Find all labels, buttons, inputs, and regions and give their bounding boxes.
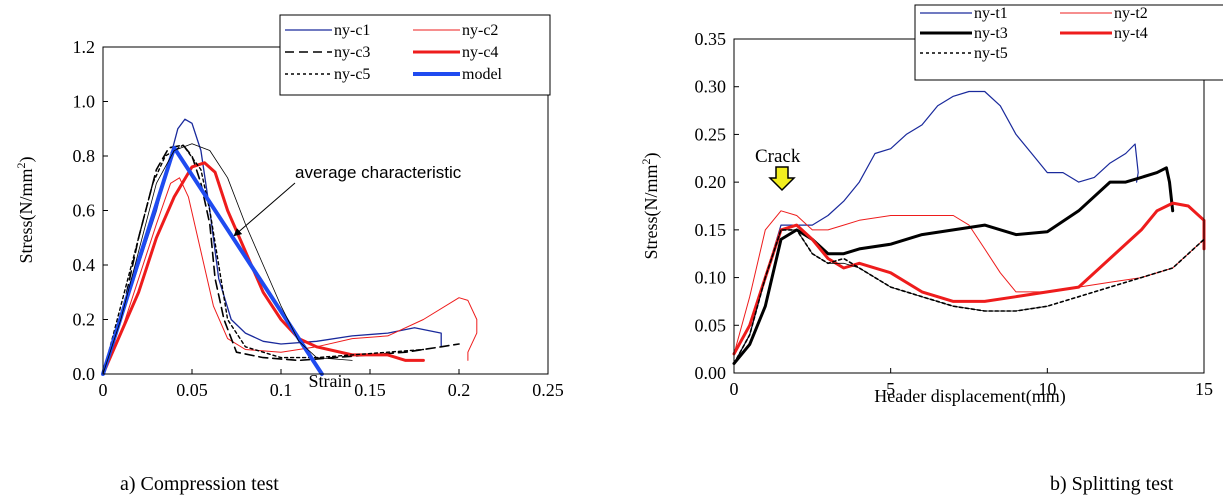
splitting-series-ny-t1 [733, 90, 1139, 365]
compression-x-tick-label: 0.2 [448, 380, 471, 400]
compression-y-axis-label-text: Stress(N/mm [16, 168, 37, 263]
compression-y-axis-label-close: ) [16, 156, 37, 162]
compression-series-ny-c4 [101, 161, 425, 376]
compression-x-tick-label: 0.05 [176, 380, 208, 400]
compression-x-tick-label: 0 [99, 380, 108, 400]
splitting-legend: ny-t1 ny-t2 ny-t3 ny-t4 ny-t5 [914, 4, 1223, 81]
splitting-x-tick-label: 5 [886, 379, 895, 399]
splitting-y-axis-label-exp: 2 [639, 158, 653, 164]
compression-series-group [101, 118, 478, 376]
splitting-y-tick-label: 0.15 [695, 220, 727, 240]
compression-legend-label: ny-c4 [462, 44, 498, 61]
splitting-series-group [732, 90, 1206, 365]
compression-legend-label: ny-c5 [334, 66, 370, 83]
splitting-chart: 0 5 10 15 0.00 0.05 0.10 0.15 0.20 0.25 0.30 0.35 n… [639, 4, 1223, 495]
splitting-x-tick-label: 0 [730, 379, 739, 399]
splitting-legend-label: ny-t1 [974, 5, 1008, 22]
compression-x-axis-label: Strain [309, 371, 352, 391]
annotation-crack: Crack [755, 146, 801, 167]
compression-x-tick-label: 0.25 [532, 380, 564, 400]
annotation-average-characteristic: average characteristic [295, 163, 462, 182]
compression-y-tick-label: 1.0 [73, 92, 96, 112]
splitting-series-ny-t2 [733, 210, 1205, 355]
compression-legend-label: ny-c1 [334, 22, 370, 39]
compression-caption: a) Compression test [120, 473, 279, 495]
compression-y-tick-label: 0.8 [73, 146, 96, 166]
splitting-legend-label: ny-t3 [974, 25, 1008, 42]
splitting-x-tick-label: 10 [1038, 379, 1056, 399]
splitting-series-unlabeled-5 [733, 229, 1048, 364]
compression-x-tick-label: 0.15 [354, 380, 386, 400]
splitting-y-tick-label: 0.25 [695, 124, 727, 144]
compression-legend-label: model [462, 66, 503, 83]
splitting-legend-label: ny-t4 [1114, 25, 1148, 42]
compression-y-tick-label: 0.4 [73, 255, 96, 275]
compression-y-axis-label: Stress(N/mm2) [14, 156, 37, 263]
splitting-y-tick-label: 0.10 [695, 268, 727, 288]
splitting-y-tick-label: 0.20 [695, 172, 727, 192]
splitting-y-tick-label: 0.05 [695, 315, 727, 335]
splitting-plot-frame [733, 38, 1205, 374]
splitting-y-axis-label-text: Stress(N/mm [641, 164, 662, 259]
splitting-y-tick-label: 0.00 [695, 363, 727, 383]
compression-legend-label: ny-c2 [462, 22, 498, 39]
crack-arrow-icon [768, 166, 796, 192]
splitting-series-ny-t4 [732, 201, 1206, 356]
splitting-y-tick-label: 0.30 [695, 77, 727, 97]
compression-y-tick-label: 0.6 [73, 201, 96, 221]
compression-chart: 0 0.05 0.1 0.15 0.2 0.25 0.0 0.2 0.4 0.6 0.8 1.0 1.2… [14, 14, 564, 495]
compression-y-tick-label: 0.2 [73, 310, 96, 330]
compression-series-model [101, 145, 324, 376]
splitting-series-ny-t3 [732, 166, 1175, 365]
compression-y-tick-label: 0.0 [73, 364, 96, 384]
compression-y-axis-label-exp: 2 [14, 162, 28, 168]
compression-legend: ny-c1 ny-c2 ny-c3 ny-c4 ny-c5 model [279, 14, 551, 96]
splitting-x-axis-label: Header displacement(mm) [874, 386, 1065, 407]
compression-x-tick-label: 0.1 [270, 380, 293, 400]
compression-series-ny-c5 [102, 144, 425, 375]
splitting-y-axis-label: Stress(N/mm2) [639, 152, 662, 259]
splitting-legend-box [914, 4, 1223, 81]
compression-y-tick-label: 1.2 [73, 37, 96, 57]
splitting-y-tick-label: 0.35 [695, 29, 727, 49]
splitting-x-tick-label: 15 [1195, 379, 1213, 399]
compression-series-unlabeled-6 [102, 143, 353, 375]
splitting-caption: b) Splitting test [1050, 473, 1174, 495]
splitting-legend-label: ny-t5 [974, 45, 1008, 62]
splitting-legend-label: ny-t2 [1114, 5, 1148, 22]
compression-legend-box [279, 14, 551, 96]
compression-series-ny-c2 [102, 177, 478, 375]
average-characteristic-leader [233, 182, 296, 237]
compression-legend-label: ny-c3 [334, 44, 370, 61]
splitting-y-axis-label-close: ) [641, 152, 662, 158]
splitting-series-ny-t5 [733, 229, 1205, 365]
